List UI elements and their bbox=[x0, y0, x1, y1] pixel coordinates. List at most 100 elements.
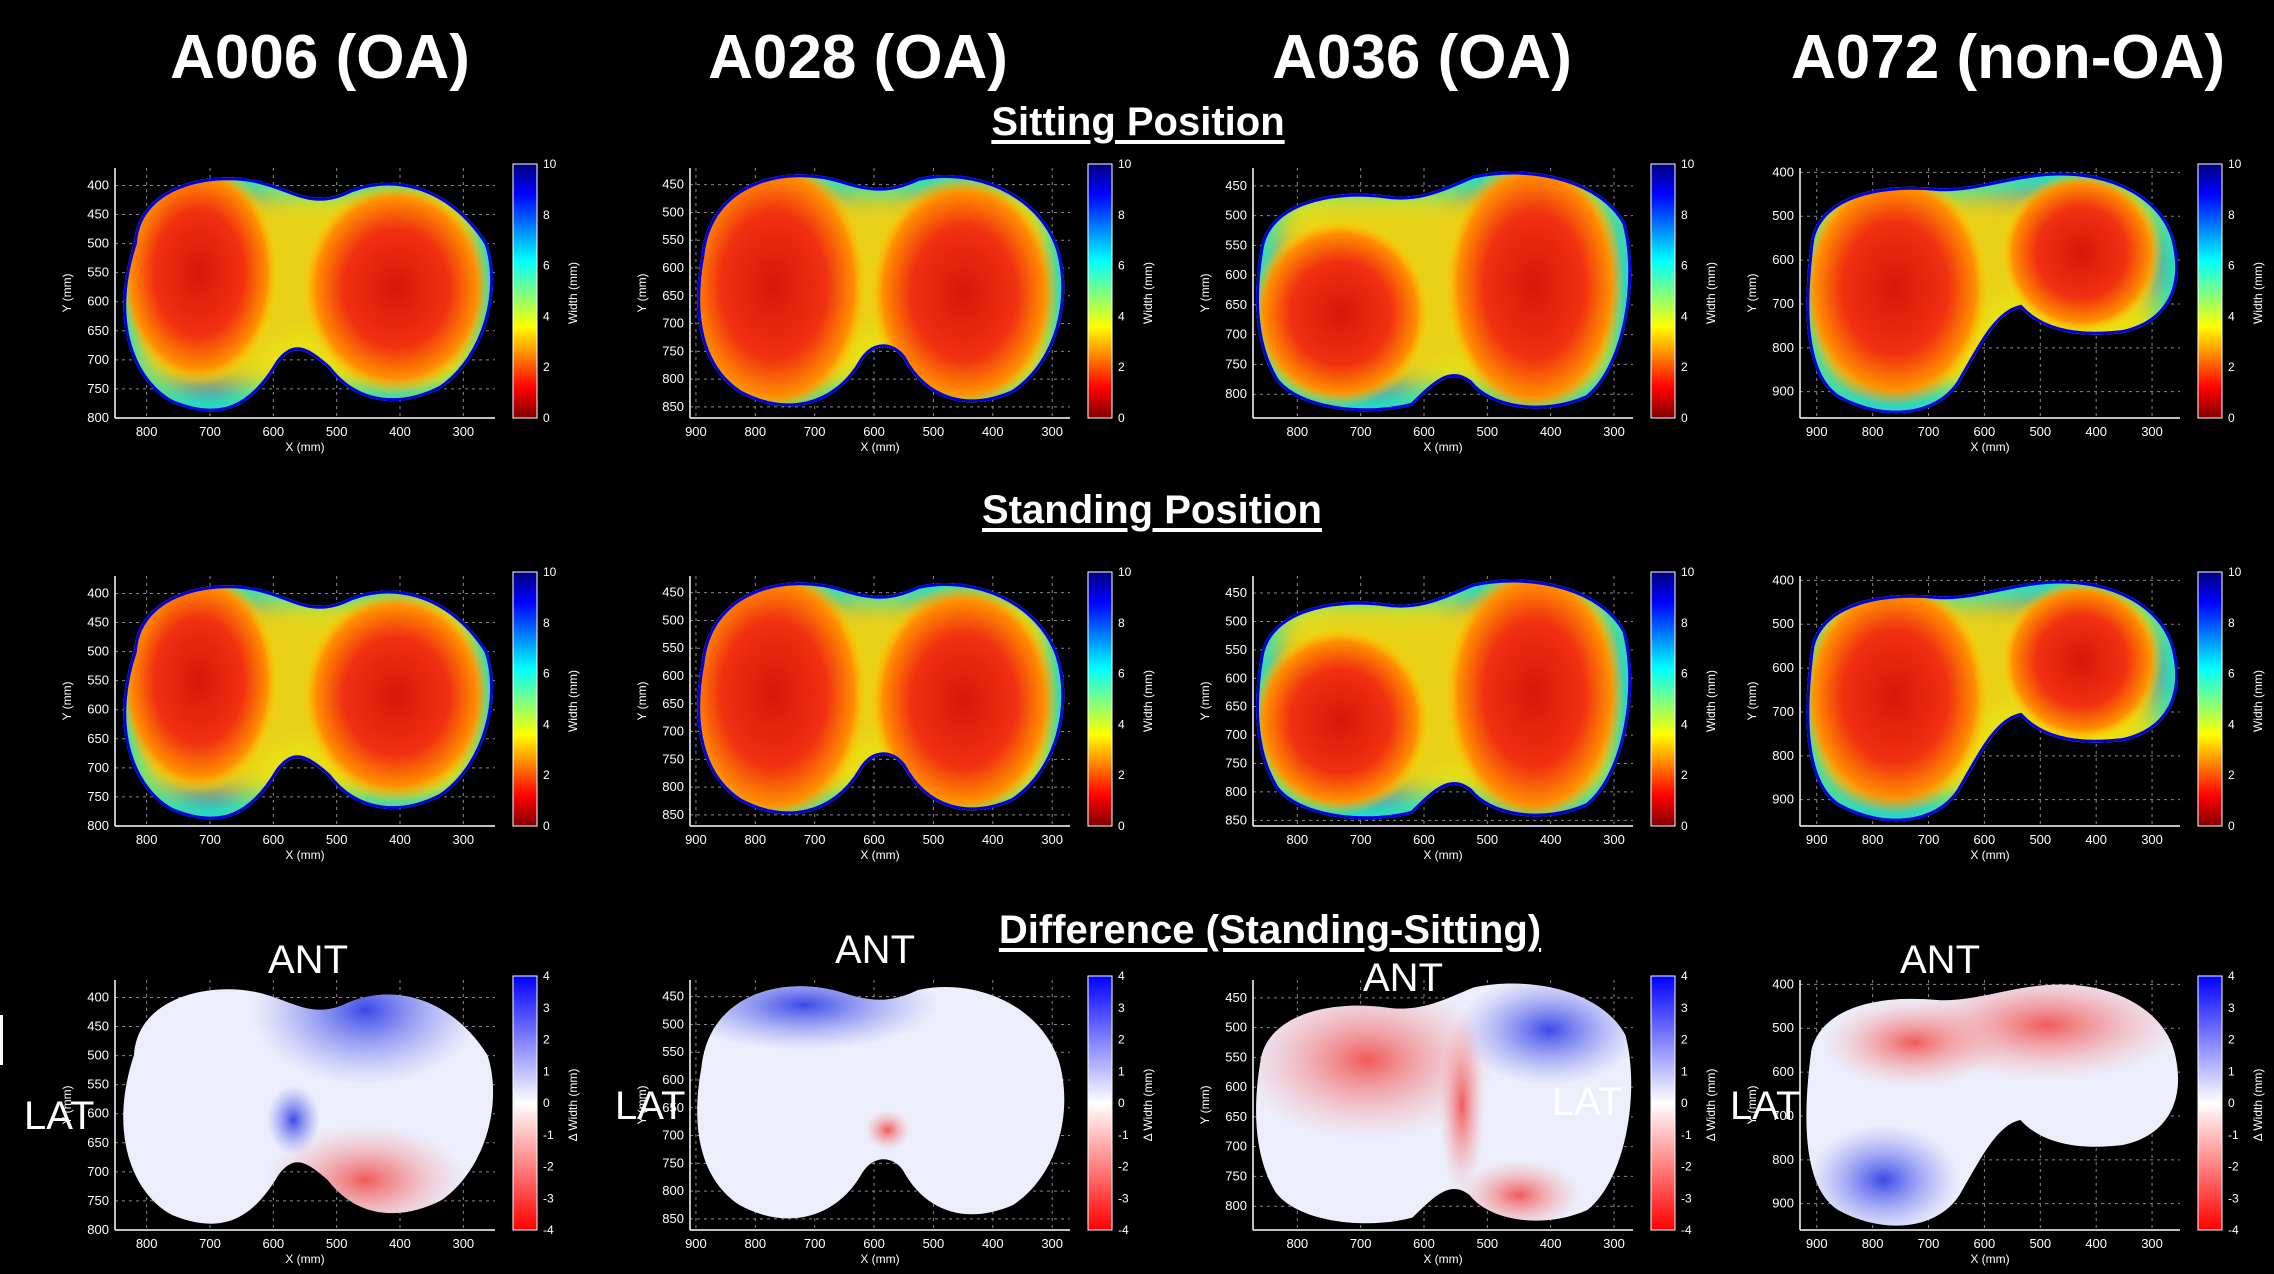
y-tick-label: 500 bbox=[1772, 208, 1794, 223]
y-tick-label: 650 bbox=[662, 288, 684, 303]
colorbar-tick-label: -2 bbox=[2228, 1160, 2239, 1174]
y-tick-label: 650 bbox=[1225, 297, 1247, 312]
x-axis-label: X (mm) bbox=[285, 1252, 324, 1266]
y-tick-label: 550 bbox=[87, 265, 109, 280]
colorbar-tick-label: -4 bbox=[2228, 1223, 2239, 1237]
difference-region bbox=[1256, 983, 1497, 1140]
y-tick-label: 500 bbox=[662, 1016, 684, 1031]
y-tick-label: 750 bbox=[87, 789, 109, 804]
colorbar-tick-label: 4 bbox=[543, 717, 550, 731]
x-tick-label: 700 bbox=[1350, 1236, 1372, 1251]
x-axis-label: X (mm) bbox=[1970, 440, 2009, 454]
colorbar-tick-label: 0 bbox=[543, 1096, 550, 1110]
x-tick-label: 500 bbox=[2029, 1236, 2051, 1251]
colorbar-tick-label: 8 bbox=[543, 616, 550, 630]
y-tick-label: 550 bbox=[1225, 237, 1247, 252]
x-tick-label: 900 bbox=[685, 1236, 707, 1251]
section-title-standing: Standing Position bbox=[982, 488, 1322, 532]
x-tick-label: 300 bbox=[1603, 832, 1625, 847]
colorbar-tick-label: 2 bbox=[1118, 1033, 1125, 1047]
colorbar-tick-label: 2 bbox=[543, 360, 550, 374]
colorbar-tick-label: -4 bbox=[1118, 1223, 1129, 1237]
colorbar-tick-label: 8 bbox=[1681, 616, 1688, 630]
width-hotspot bbox=[697, 582, 869, 815]
width-hotspot bbox=[1443, 579, 1625, 820]
colorbar-tick-label: 4 bbox=[1118, 969, 1125, 983]
x-axis-label: X (mm) bbox=[1970, 848, 2009, 862]
colorbar bbox=[2197, 975, 2223, 1231]
heatmap-panel: 800 700 600 500 400 300 450 500 550 600 650 700 750 8… bbox=[1198, 565, 1718, 862]
y-tick-label: 700 bbox=[87, 352, 109, 367]
x-tick-label: 700 bbox=[1918, 832, 1940, 847]
y-tick-label: 700 bbox=[87, 760, 109, 775]
x-tick-label: 500 bbox=[1476, 832, 1498, 847]
colorbar-tick-label: 2 bbox=[1118, 360, 1125, 374]
x-tick-label: 700 bbox=[199, 832, 221, 847]
y-tick-label: 500 bbox=[87, 236, 109, 251]
annotation-ant-a036: ANT bbox=[1363, 956, 1443, 1000]
colorbar-tick-label: -1 bbox=[1681, 1128, 1692, 1142]
x-tick-label: 300 bbox=[2141, 424, 2163, 439]
left-edge-mark bbox=[0, 1015, 3, 1065]
colorbar-label: Δ Width (mm) bbox=[2251, 1069, 2265, 1142]
annotation-lat-a028: LAT bbox=[615, 1084, 686, 1128]
colorbar bbox=[1087, 163, 1113, 419]
heatmap-panel: 800 700 600 500 400 300 450 500 550 600 650 700 750 8… bbox=[1198, 157, 1718, 454]
annotation-ant-a072: ANT bbox=[1900, 938, 1980, 982]
y-tick-label: 850 bbox=[1225, 812, 1247, 827]
colorbar-tick-label: -2 bbox=[543, 1160, 554, 1174]
subject-title-a036: A036 (OA) bbox=[1272, 23, 1572, 92]
x-tick-label: 500 bbox=[1476, 1236, 1498, 1251]
section-title-difference: Difference (Standing-Sitting) bbox=[998, 908, 1542, 952]
y-tick-label: 700 bbox=[1225, 327, 1247, 342]
colorbar-tick-label: 8 bbox=[2228, 208, 2235, 222]
y-axis-label: Y (mm) bbox=[60, 681, 74, 720]
x-tick-label: 400 bbox=[2085, 832, 2107, 847]
y-tick-label: 800 bbox=[662, 371, 684, 386]
colorbar-label: Width (mm) bbox=[566, 670, 580, 732]
x-tick-label: 900 bbox=[685, 832, 707, 847]
y-tick-label: 800 bbox=[87, 410, 109, 425]
colorbar-tick-label: 2 bbox=[2228, 360, 2235, 374]
x-tick-label: 400 bbox=[1540, 832, 1562, 847]
y-tick-label: 800 bbox=[87, 1222, 109, 1237]
colorbar-tick-label: -3 bbox=[1681, 1191, 1692, 1205]
subject-title-a072: A072 (non-OA) bbox=[1791, 23, 2225, 92]
width-hotspot bbox=[301, 181, 492, 395]
colorbar-tick-label: 2 bbox=[1681, 360, 1688, 374]
x-tick-label: 800 bbox=[136, 832, 158, 847]
x-tick-label: 300 bbox=[1041, 1236, 1063, 1251]
y-tick-label: 500 bbox=[87, 1048, 109, 1063]
y-axis-label: Y (mm) bbox=[60, 273, 74, 312]
y-tick-label: 550 bbox=[1225, 642, 1247, 657]
y-tick-label: 850 bbox=[662, 399, 684, 414]
colorbar bbox=[1087, 975, 1113, 1231]
x-tick-label: 800 bbox=[744, 1236, 766, 1251]
x-tick-label: 700 bbox=[804, 424, 826, 439]
x-tick-label: 700 bbox=[1350, 832, 1372, 847]
colorbar-tick-label: -3 bbox=[2228, 1191, 2239, 1205]
x-tick-label: 300 bbox=[452, 1236, 474, 1251]
colorbar-tick-label: 10 bbox=[1681, 565, 1695, 579]
y-tick-label: 700 bbox=[87, 1164, 109, 1179]
colorbar-tick-label: 4 bbox=[1681, 969, 1688, 983]
annotation-ant-a006: ANT bbox=[268, 938, 348, 982]
difference-region bbox=[864, 1110, 911, 1150]
x-tick-label: 500 bbox=[2029, 832, 2051, 847]
x-tick-label: 500 bbox=[326, 832, 348, 847]
y-axis-label: Y (mm) bbox=[1198, 681, 1212, 720]
y-tick-label: 700 bbox=[1225, 1139, 1247, 1154]
colorbar-tick-label: 6 bbox=[2228, 259, 2235, 273]
colorbar-tick-label: 8 bbox=[2228, 616, 2235, 630]
y-tick-label: 650 bbox=[662, 696, 684, 711]
colorbar-tick-label: 6 bbox=[543, 667, 550, 681]
x-tick-label: 300 bbox=[1041, 424, 1063, 439]
y-tick-label: 450 bbox=[662, 585, 684, 600]
annotation-lat-a036: LAT bbox=[1552, 1080, 1623, 1124]
heatmap-panel: 800 700 600 500 400 300 450 500 550 600 650 700 750 8… bbox=[1198, 969, 1718, 1266]
colorbar-tick-label: -1 bbox=[1118, 1128, 1129, 1142]
y-tick-label: 850 bbox=[662, 1211, 684, 1226]
x-tick-label: 700 bbox=[1918, 1236, 1940, 1251]
y-tick-label: 400 bbox=[1772, 976, 1794, 991]
